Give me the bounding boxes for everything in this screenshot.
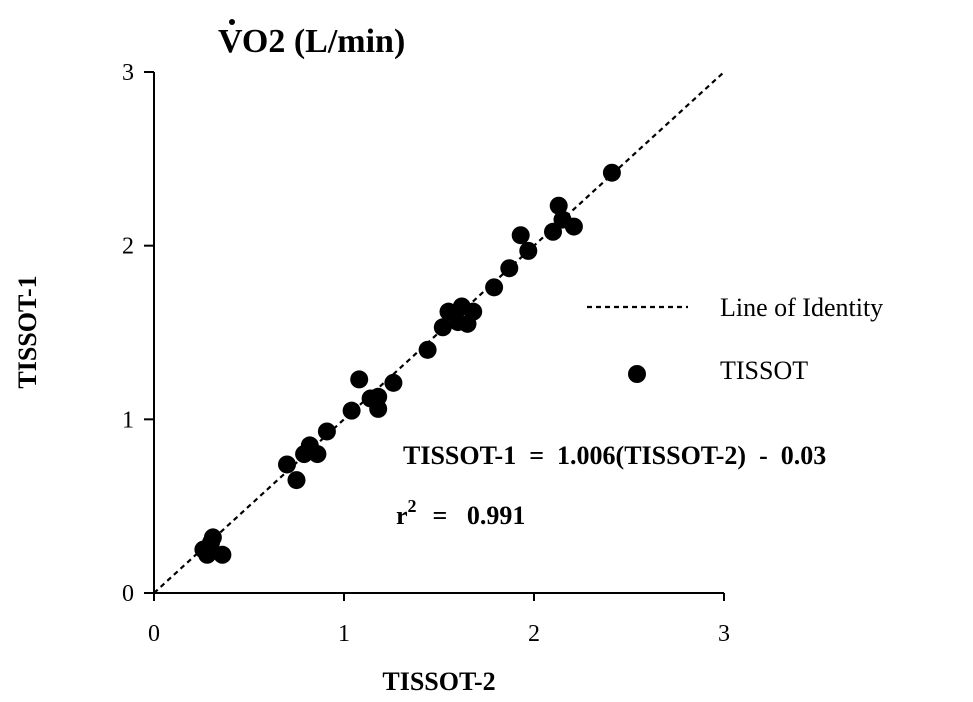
legend-tissot-marker — [628, 365, 646, 383]
data-point — [511, 226, 530, 245]
data-point — [564, 217, 583, 236]
regression-equation: TISSOT-1 = 1.006(TISSOT-2) - 0.03 — [403, 441, 826, 470]
ticks: 0 1 2 3 0 1 2 3 — [122, 60, 730, 647]
data-point — [278, 455, 296, 474]
data-point — [308, 445, 327, 464]
data-point — [418, 340, 437, 359]
data-point — [485, 278, 504, 297]
data-point — [369, 387, 388, 406]
y-tick-label: 0 — [122, 581, 134, 607]
data-point — [433, 318, 452, 337]
y-tick-label: 2 — [122, 234, 134, 260]
data-point — [500, 259, 519, 278]
data-point — [519, 241, 538, 260]
legend-identity-label: Line of Identity — [720, 293, 883, 322]
data-point — [549, 196, 568, 215]
r-squared-label: r — [396, 501, 408, 530]
x-axis-title: TISSOT-2 — [382, 667, 495, 696]
data-points — [194, 163, 621, 564]
r-squared-exponent: 2 — [408, 496, 417, 516]
y-axis-title: TISSOT-1 — [13, 275, 42, 388]
axes — [153, 72, 724, 594]
data-point — [203, 528, 222, 547]
data-point — [544, 222, 562, 241]
data-point — [317, 422, 336, 441]
y-tick-label: 3 — [122, 60, 134, 86]
data-point — [350, 370, 369, 389]
legend-tissot-label: TISSOT — [720, 356, 808, 385]
legend: Line of Identity TISSOT — [587, 293, 883, 385]
chart-title-rest: O2 (L/min) — [242, 23, 405, 60]
x-tick-label: 2 — [528, 621, 540, 647]
x-tick-label: 1 — [338, 621, 350, 647]
x-tick-label: 3 — [718, 621, 730, 647]
r-squared: r2 = 0.991 — [396, 496, 525, 530]
x-tick-label: 0 — [148, 621, 160, 647]
data-point — [384, 373, 403, 392]
r-squared-value: = 0.991 — [433, 501, 526, 530]
chart-title-prefix: V — [218, 23, 243, 60]
data-point — [213, 545, 232, 564]
title-dot-accent — [229, 19, 235, 25]
data-point — [287, 471, 306, 490]
identity-line — [153, 71, 725, 594]
data-point — [464, 302, 483, 321]
data-point — [342, 401, 361, 420]
y-tick-label: 1 — [122, 407, 134, 433]
chart-title: VO2 (L/min) — [218, 23, 405, 60]
data-point — [602, 163, 621, 182]
